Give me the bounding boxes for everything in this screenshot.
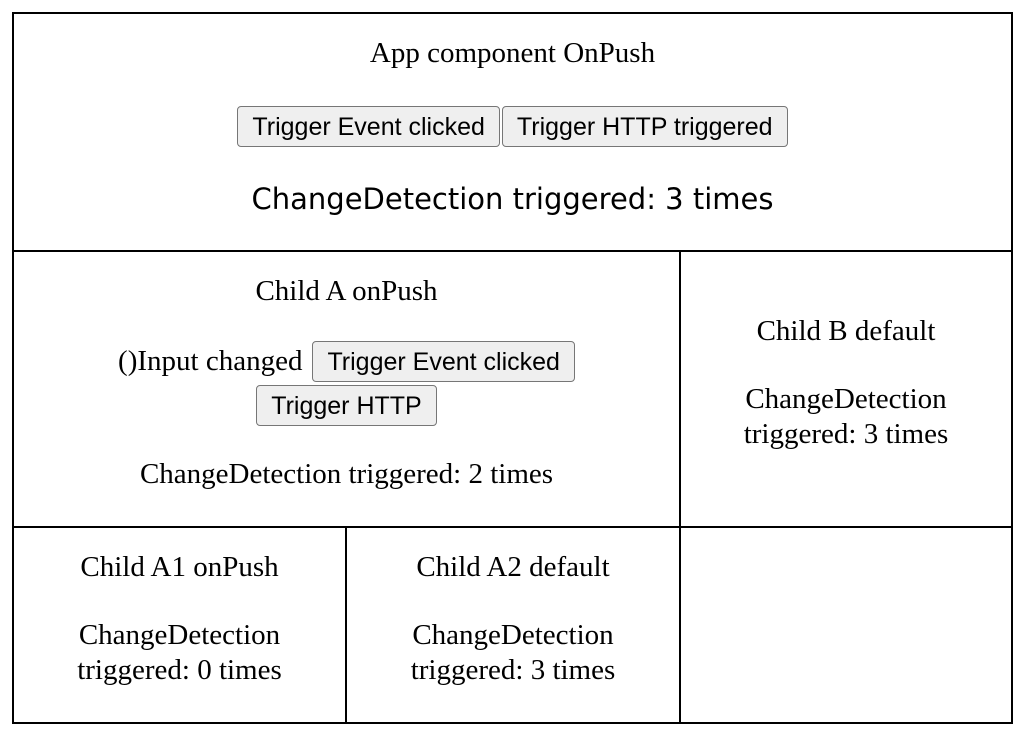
app-component-title: App component OnPush [369, 37, 656, 69]
child-a-http-row: Trigger HTTP [14, 385, 679, 426]
app-trigger-event-button[interactable]: Trigger Event clicked [237, 106, 500, 147]
child-a2-panel: Child A2 default ChangeDetection trigger… [345, 526, 681, 724]
app-button-row: Trigger Event clicked Trigger HTTP trigge… [14, 106, 1011, 147]
child-a-input-label: ()Input changed [118, 345, 303, 377]
child-a-title: Child A onPush [255, 275, 438, 307]
child-a1-panel: Child A1 onPush ChangeDetection triggere… [12, 526, 347, 724]
child-b-count-line2: triggered: 3 times [743, 418, 949, 450]
child-b-count-line1: ChangeDetection [745, 383, 947, 415]
child-b-title: Child B default [756, 315, 936, 347]
app-trigger-http-button[interactable]: Trigger HTTP triggered [501, 106, 788, 147]
child-a-change-detection-count: ChangeDetection triggered: 2 times [139, 458, 554, 490]
child-a-trigger-event-button[interactable]: Trigger Event clicked [312, 341, 575, 382]
child-a1-title: Child A1 onPush [80, 551, 279, 583]
app-component-panel: App component OnPush Trigger Event click… [12, 12, 1013, 252]
child-a-input-row: ()Input changed Trigger Event clicked [14, 341, 679, 382]
child-a1-count-line1: ChangeDetection [78, 619, 281, 651]
app-change-detection-count: ChangeDetection triggered: 3 times [251, 182, 774, 216]
child-a-panel: Child A onPush ()Input changed Trigger E… [12, 250, 681, 528]
child-b-panel: Child B default ChangeDetection triggere… [679, 250, 1013, 528]
child-a2-title: Child A2 default [416, 551, 610, 583]
child-a2-count-line1: ChangeDetection [412, 619, 614, 651]
child-a-trigger-http-button[interactable]: Trigger HTTP [256, 385, 437, 426]
empty-grid-cell [679, 526, 1013, 724]
child-a1-count-line2: triggered: 0 times [77, 654, 282, 686]
child-a2-count-line2: triggered: 3 times [410, 654, 616, 686]
